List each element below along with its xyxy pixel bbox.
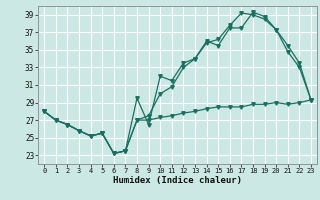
X-axis label: Humidex (Indice chaleur): Humidex (Indice chaleur) [113,176,242,185]
